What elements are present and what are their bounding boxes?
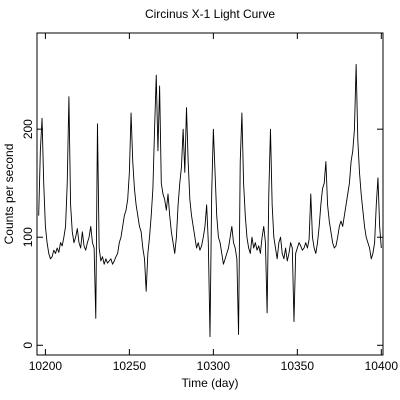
chart-title: Circinus X-1 Light Curve bbox=[145, 7, 275, 21]
y-tick-label: 200 bbox=[21, 119, 35, 139]
x-axis-label: Time (day) bbox=[182, 376, 239, 390]
x-tick-label: 10300 bbox=[197, 359, 231, 373]
plot-frame bbox=[36, 32, 384, 356]
x-tick-label: 10250 bbox=[113, 359, 147, 373]
y-tick-label: 100 bbox=[21, 227, 35, 247]
y-tick-label: 0 bbox=[21, 342, 35, 349]
data-line bbox=[38, 63, 382, 338]
x-tick-label: 10400 bbox=[365, 359, 399, 373]
x-tick-label: 10200 bbox=[29, 359, 63, 373]
x-tick-label: 10350 bbox=[281, 359, 315, 373]
y-axis-label: Counts per second bbox=[2, 144, 16, 245]
